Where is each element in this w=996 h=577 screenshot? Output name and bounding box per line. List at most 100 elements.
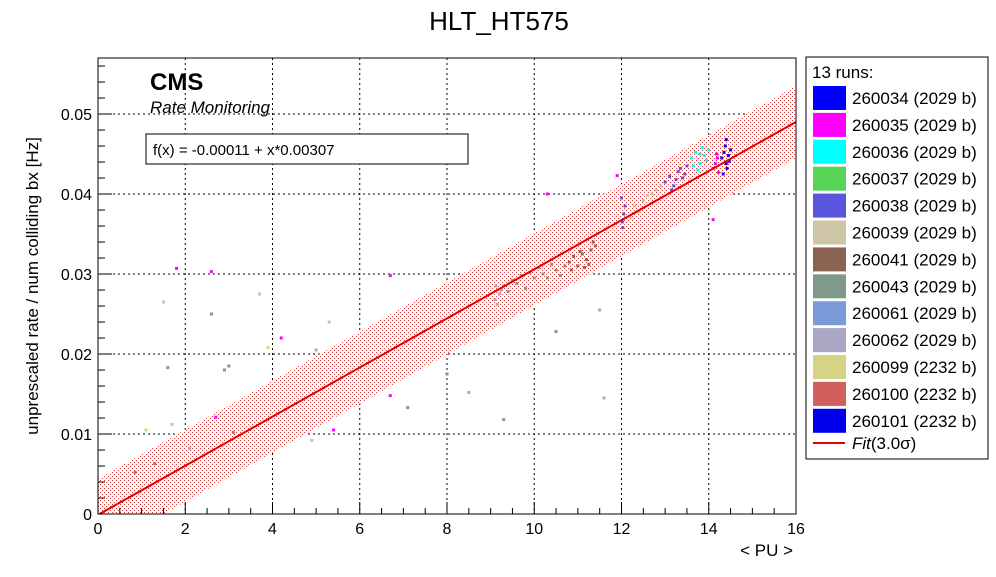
data-point bbox=[266, 346, 270, 350]
data-point bbox=[209, 270, 213, 274]
legend-swatch bbox=[813, 247, 846, 272]
legend-entries: 260034 (2029 b) 260035 (2029 b) 260036 (20… bbox=[813, 86, 977, 433]
y-tick-label: 0.03 bbox=[61, 267, 92, 284]
data-point bbox=[683, 172, 687, 176]
x-tick-label: 6 bbox=[355, 521, 364, 538]
data-point bbox=[685, 164, 689, 168]
data-point bbox=[615, 174, 619, 178]
data-point bbox=[674, 178, 678, 182]
legend-label: 260101 (2232 b) bbox=[852, 412, 977, 431]
data-point bbox=[532, 276, 536, 280]
data-point bbox=[667, 174, 671, 178]
legend-swatch bbox=[813, 328, 846, 353]
data-points bbox=[133, 138, 733, 474]
legend-label: 260043 (2029 b) bbox=[852, 277, 977, 296]
data-point bbox=[691, 164, 695, 168]
legend-header: 13 runs: bbox=[812, 63, 873, 82]
data-point bbox=[554, 268, 558, 272]
data-point bbox=[582, 266, 586, 270]
data-point bbox=[467, 390, 471, 394]
data-point bbox=[388, 394, 392, 398]
data-point bbox=[646, 194, 650, 198]
legend-swatch bbox=[813, 274, 846, 299]
y-tick-label: 0.05 bbox=[61, 107, 92, 124]
fit-line-layer bbox=[98, 121, 796, 514]
data-point bbox=[650, 192, 654, 196]
fit-line bbox=[98, 121, 796, 514]
y-tick-label: 0 bbox=[83, 507, 92, 524]
data-point bbox=[494, 284, 498, 288]
data-point bbox=[576, 264, 580, 268]
data-point bbox=[721, 172, 725, 176]
data-point bbox=[654, 188, 658, 192]
y-tick-label: 0.01 bbox=[61, 427, 92, 444]
data-point bbox=[170, 422, 174, 426]
x-tick-label: 14 bbox=[700, 521, 718, 538]
data-point bbox=[497, 292, 501, 296]
data-point bbox=[702, 154, 706, 158]
data-point bbox=[641, 198, 645, 202]
data-point bbox=[698, 162, 702, 166]
legend-label: 260062 (2029 b) bbox=[852, 331, 977, 350]
fit-band bbox=[98, 85, 796, 514]
x-tick-label: 16 bbox=[787, 521, 805, 538]
legend-swatch bbox=[813, 301, 846, 326]
legend-label: 260039 (2029 b) bbox=[852, 224, 977, 243]
x-axis-label: < PU > bbox=[740, 541, 793, 560]
data-point bbox=[623, 204, 627, 208]
legend-label: 260036 (2029 b) bbox=[852, 143, 977, 162]
axis-ticks: 0 2 4 6 8 10 12 14 16 0 0.01 0.02 0.03 0.04 0.05 bbox=[61, 65, 805, 538]
data-point bbox=[166, 366, 170, 370]
data-point bbox=[175, 266, 179, 270]
data-point bbox=[713, 162, 717, 166]
data-point bbox=[227, 364, 231, 368]
data-point bbox=[681, 176, 685, 180]
data-point bbox=[580, 252, 584, 256]
legend-swatch bbox=[813, 381, 846, 406]
data-point bbox=[524, 286, 528, 290]
data-point bbox=[720, 156, 724, 160]
x-tick-label: 2 bbox=[181, 521, 190, 538]
data-point bbox=[591, 240, 595, 244]
data-point bbox=[716, 170, 720, 174]
data-point bbox=[729, 148, 733, 152]
legend-swatch bbox=[813, 193, 846, 218]
data-point bbox=[563, 264, 567, 268]
fit-formula: f(x) = -0.00011 + x*0.00307 bbox=[153, 142, 335, 159]
data-point bbox=[628, 214, 632, 218]
data-point bbox=[724, 162, 728, 166]
data-point bbox=[257, 292, 261, 296]
data-point bbox=[545, 276, 549, 280]
data-point bbox=[388, 274, 392, 278]
data-point bbox=[711, 218, 715, 222]
data-point bbox=[659, 184, 663, 188]
data-point bbox=[445, 372, 449, 376]
legend-fit-label: Fit(3.0σ) bbox=[852, 434, 916, 453]
fit-band-layer bbox=[98, 85, 796, 514]
data-point bbox=[493, 298, 497, 302]
cms-label: CMS bbox=[150, 69, 203, 96]
data-point bbox=[510, 278, 514, 282]
data-point bbox=[727, 159, 731, 163]
data-point bbox=[133, 470, 137, 474]
legend-swatch bbox=[813, 408, 846, 433]
data-point bbox=[161, 300, 165, 304]
data-point bbox=[558, 274, 562, 278]
legend-swatch bbox=[813, 355, 846, 379]
data-point bbox=[663, 180, 667, 184]
data-point bbox=[279, 336, 283, 340]
x-tick-label: 10 bbox=[525, 521, 543, 538]
data-point bbox=[672, 184, 676, 188]
cms-sublabel: Rate Monitoring bbox=[150, 98, 271, 117]
data-point bbox=[578, 250, 582, 254]
data-point bbox=[593, 244, 597, 248]
data-point bbox=[569, 268, 573, 272]
data-point bbox=[209, 312, 213, 316]
data-point bbox=[502, 418, 506, 422]
data-point bbox=[314, 348, 318, 352]
legend-swatch bbox=[813, 112, 846, 137]
data-point bbox=[715, 152, 719, 156]
data-point bbox=[153, 462, 157, 466]
